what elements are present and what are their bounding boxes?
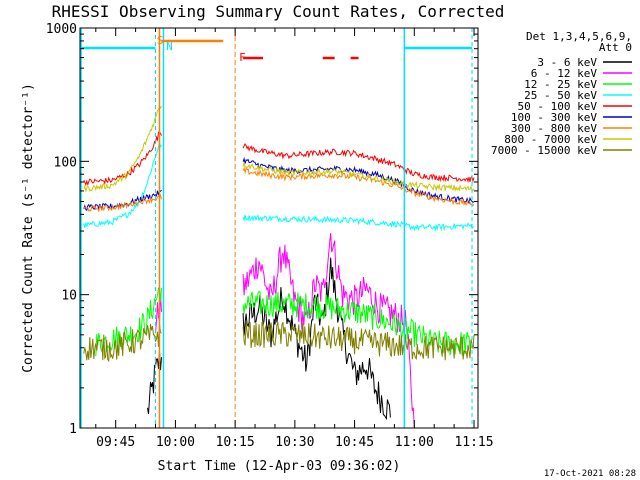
x-tick-label-6: 11:15 [454,435,493,450]
x-tick-label-2: 10:15 [216,435,255,450]
legend-title-line-1: Att 0 [599,41,632,54]
x-axis-label: Start Time (12-Apr-03 09:36:02) [158,459,401,474]
series-line-8 [83,104,475,193]
legend-label-7: 300 - 800 keV [511,122,597,135]
series-line-7 [83,166,475,213]
x-tick-label-0: 09:45 [96,435,135,450]
series-line-3 [95,287,475,357]
y-tick-label-3: 1000 [46,22,77,37]
series-line-4 [83,141,475,232]
x-tick-label-5: 11:00 [395,435,434,450]
timestamp-stamp: 17-Oct-2021 08:28 [544,469,636,479]
legend-label-8: 800 - 7000 keV [504,133,597,146]
x-tick-label-3: 10:30 [275,435,314,450]
y-tick-label-2: 100 [54,155,77,170]
y-tick-label-0: 1 [69,422,77,437]
flag-label-n: N [166,40,173,53]
series-line-9 [83,320,475,363]
flag-label-f: F [239,51,246,64]
marker-group: S N F [80,28,473,428]
legend-label-1: 3 - 6 keV [537,56,597,69]
series-line-5 [83,131,475,187]
flag-label-s: S [157,34,164,47]
legend-label-3: 12 - 25 keV [524,78,597,91]
legend-label-6: 100 - 300 keV [511,111,597,124]
chart-title: RHESSI Observing Summary Count Rates, Co… [52,2,505,21]
plot-frame [79,27,479,429]
y-tick-label-1: 10 [61,289,77,304]
series-group [83,104,475,429]
legend-label-9: 7000 - 15000 keV [491,144,597,157]
legend-title-line-0: Det 1,3,4,5,6,9, [526,30,632,43]
legend-label-4: 25 - 50 keV [524,89,597,102]
y-axis-label: Corrected Count Rate (s⁻¹ detector⁻¹) [21,83,36,373]
legend-label-5: 50 - 100 keV [518,100,598,113]
series-line-2 [155,233,415,429]
x-tick-label-1: 10:00 [156,435,195,450]
axes-group: 09:45 10:00 10:15 10:30 10:45 11:00 11:15 1 10 10… [46,22,494,450]
x-tick-label-4: 10:45 [335,435,374,450]
legend-label-2: 6 - 12 keV [531,67,598,80]
